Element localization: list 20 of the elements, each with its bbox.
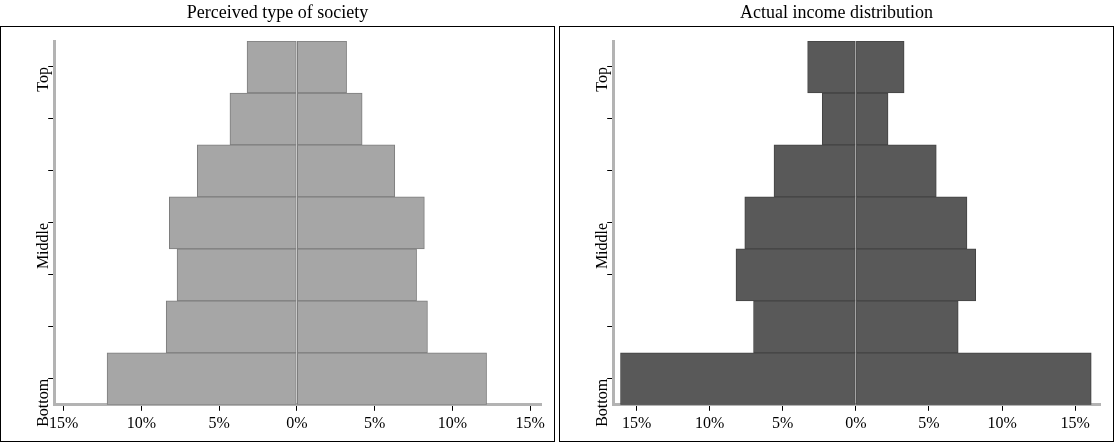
x-tick-label: 10% xyxy=(695,413,725,431)
x-tick-label: 10% xyxy=(126,413,156,431)
x-tick-label: 0% xyxy=(845,413,867,431)
x-tick-label: 0% xyxy=(286,413,308,431)
y-tick-label: Top xyxy=(593,66,612,92)
chart-title: Perceived type of society xyxy=(185,1,370,24)
y-tick-label: Middle xyxy=(34,222,52,270)
x-tick-label: 5% xyxy=(208,413,230,431)
y-tick-label: Middle xyxy=(593,222,611,270)
x-tick-label: 5% xyxy=(918,413,940,431)
chart-title: Actual income distribution xyxy=(739,1,934,24)
x-tick-label: 5% xyxy=(363,413,386,431)
x-tick-label: 10% xyxy=(987,413,1017,431)
y-tick-label: Top xyxy=(34,66,53,92)
x-tick-label: 15% xyxy=(621,413,652,431)
x-tick-label: 15% xyxy=(1060,413,1090,431)
x-tick-label: 15% xyxy=(515,413,545,431)
x-tick-label: 5% xyxy=(772,413,794,431)
y-tick-label: Bottom xyxy=(593,378,611,427)
x-tick-label: 10% xyxy=(437,413,468,431)
